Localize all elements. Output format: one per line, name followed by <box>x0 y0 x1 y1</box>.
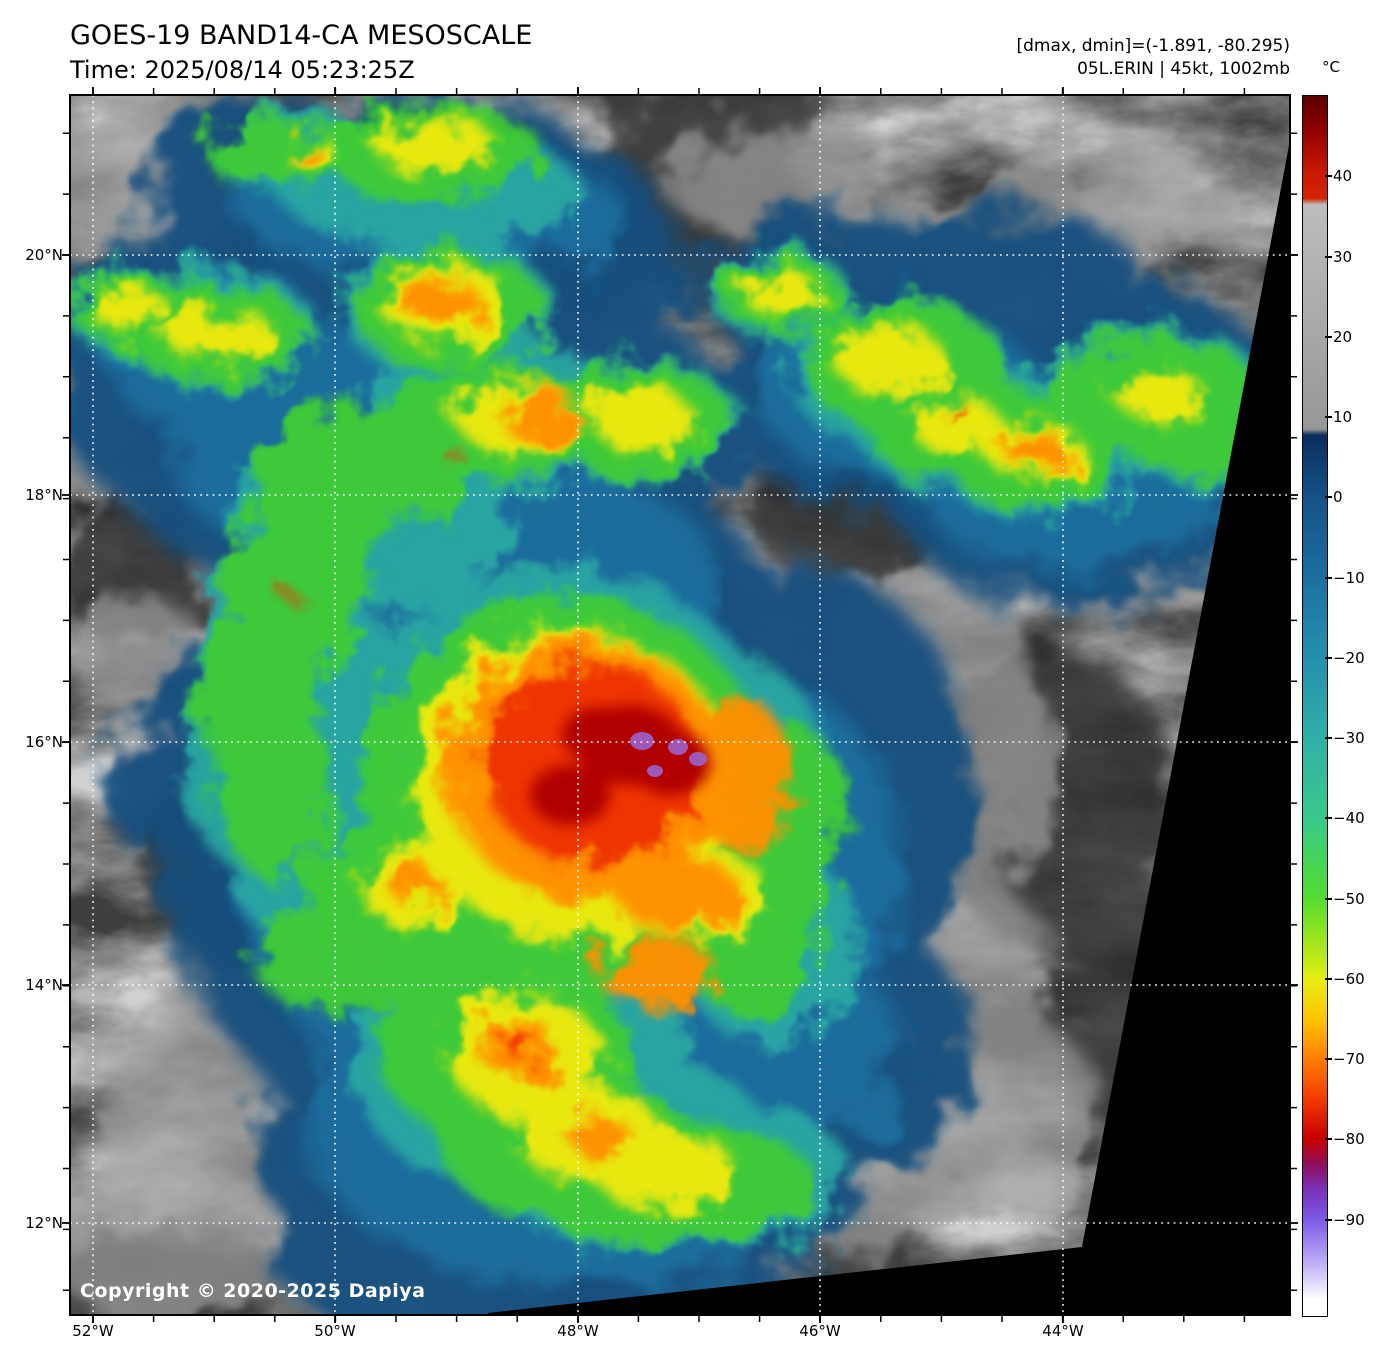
lon-label-52w: 52°W <box>72 1322 114 1340</box>
lon-label-48w: 48°W <box>557 1322 599 1340</box>
axis-major-ticks <box>62 87 1298 1323</box>
lon-label-46w: 46°W <box>799 1322 841 1340</box>
cb-tick-m50: −50 <box>1325 890 1365 908</box>
cb-tick-m40: −40 <box>1325 809 1365 827</box>
map-frame <box>69 94 1291 1316</box>
storm-readout: 05L.ERIN | 45kt, 1002mb <box>1077 59 1290 79</box>
cb-tick-0: 0 <box>1325 488 1343 506</box>
cb-tick-m10: −10 <box>1325 569 1365 587</box>
cb-tick-m70: −70 <box>1325 1050 1365 1068</box>
cb-tick-m60: −60 <box>1325 970 1365 988</box>
lat-label-14n: 14°N <box>25 976 63 994</box>
colorbar-unit-label: °C <box>1322 58 1340 76</box>
cb-tick-m90: −90 <box>1325 1211 1365 1229</box>
figure-time: Time: 2025/08/14 05:23:25Z <box>70 56 415 84</box>
coldest-tops-purple <box>630 732 707 777</box>
colorbar: 40 30 20 10 0 −10 −20 −30 −40 −50 −60 −7… <box>1302 95 1365 1317</box>
lat-label-18n: 18°N <box>25 486 63 504</box>
cb-tick-m80: −80 <box>1325 1130 1365 1148</box>
cb-tick-m20: −20 <box>1325 649 1365 667</box>
figure-title: GOES-19 BAND14-CA MESOSCALE <box>70 20 533 51</box>
satellite-image <box>62 87 1298 1323</box>
lon-label-50w: 50°W <box>314 1322 356 1340</box>
cb-tick-30: 30 <box>1324 248 1353 266</box>
cb-tick-m30: −30 <box>1325 729 1365 747</box>
cb-tick-20: 20 <box>1324 328 1353 346</box>
scan-edge-black <box>488 140 1290 1315</box>
dmax-dmin-readout: [dmax, dmin]=(-1.891, -80.295) <box>1016 36 1291 56</box>
copyright-text: Copyright © 2020-2025 Dapiya <box>80 1280 426 1302</box>
satellite-map: Copyright © 2020-2025 Dapiya <box>62 87 1298 1323</box>
cb-tick-40: 40 <box>1324 167 1353 185</box>
lat-label-20n: 20°N <box>25 246 63 264</box>
imagery-layers <box>70 95 1290 1315</box>
overshooting-tops <box>530 705 710 825</box>
cb-tick-10: 10 <box>1324 408 1353 426</box>
lat-label-12n: 12°N <box>25 1214 63 1232</box>
lat-label-16n: 16°N <box>25 733 63 751</box>
lon-label-44w: 44°W <box>1042 1322 1084 1340</box>
